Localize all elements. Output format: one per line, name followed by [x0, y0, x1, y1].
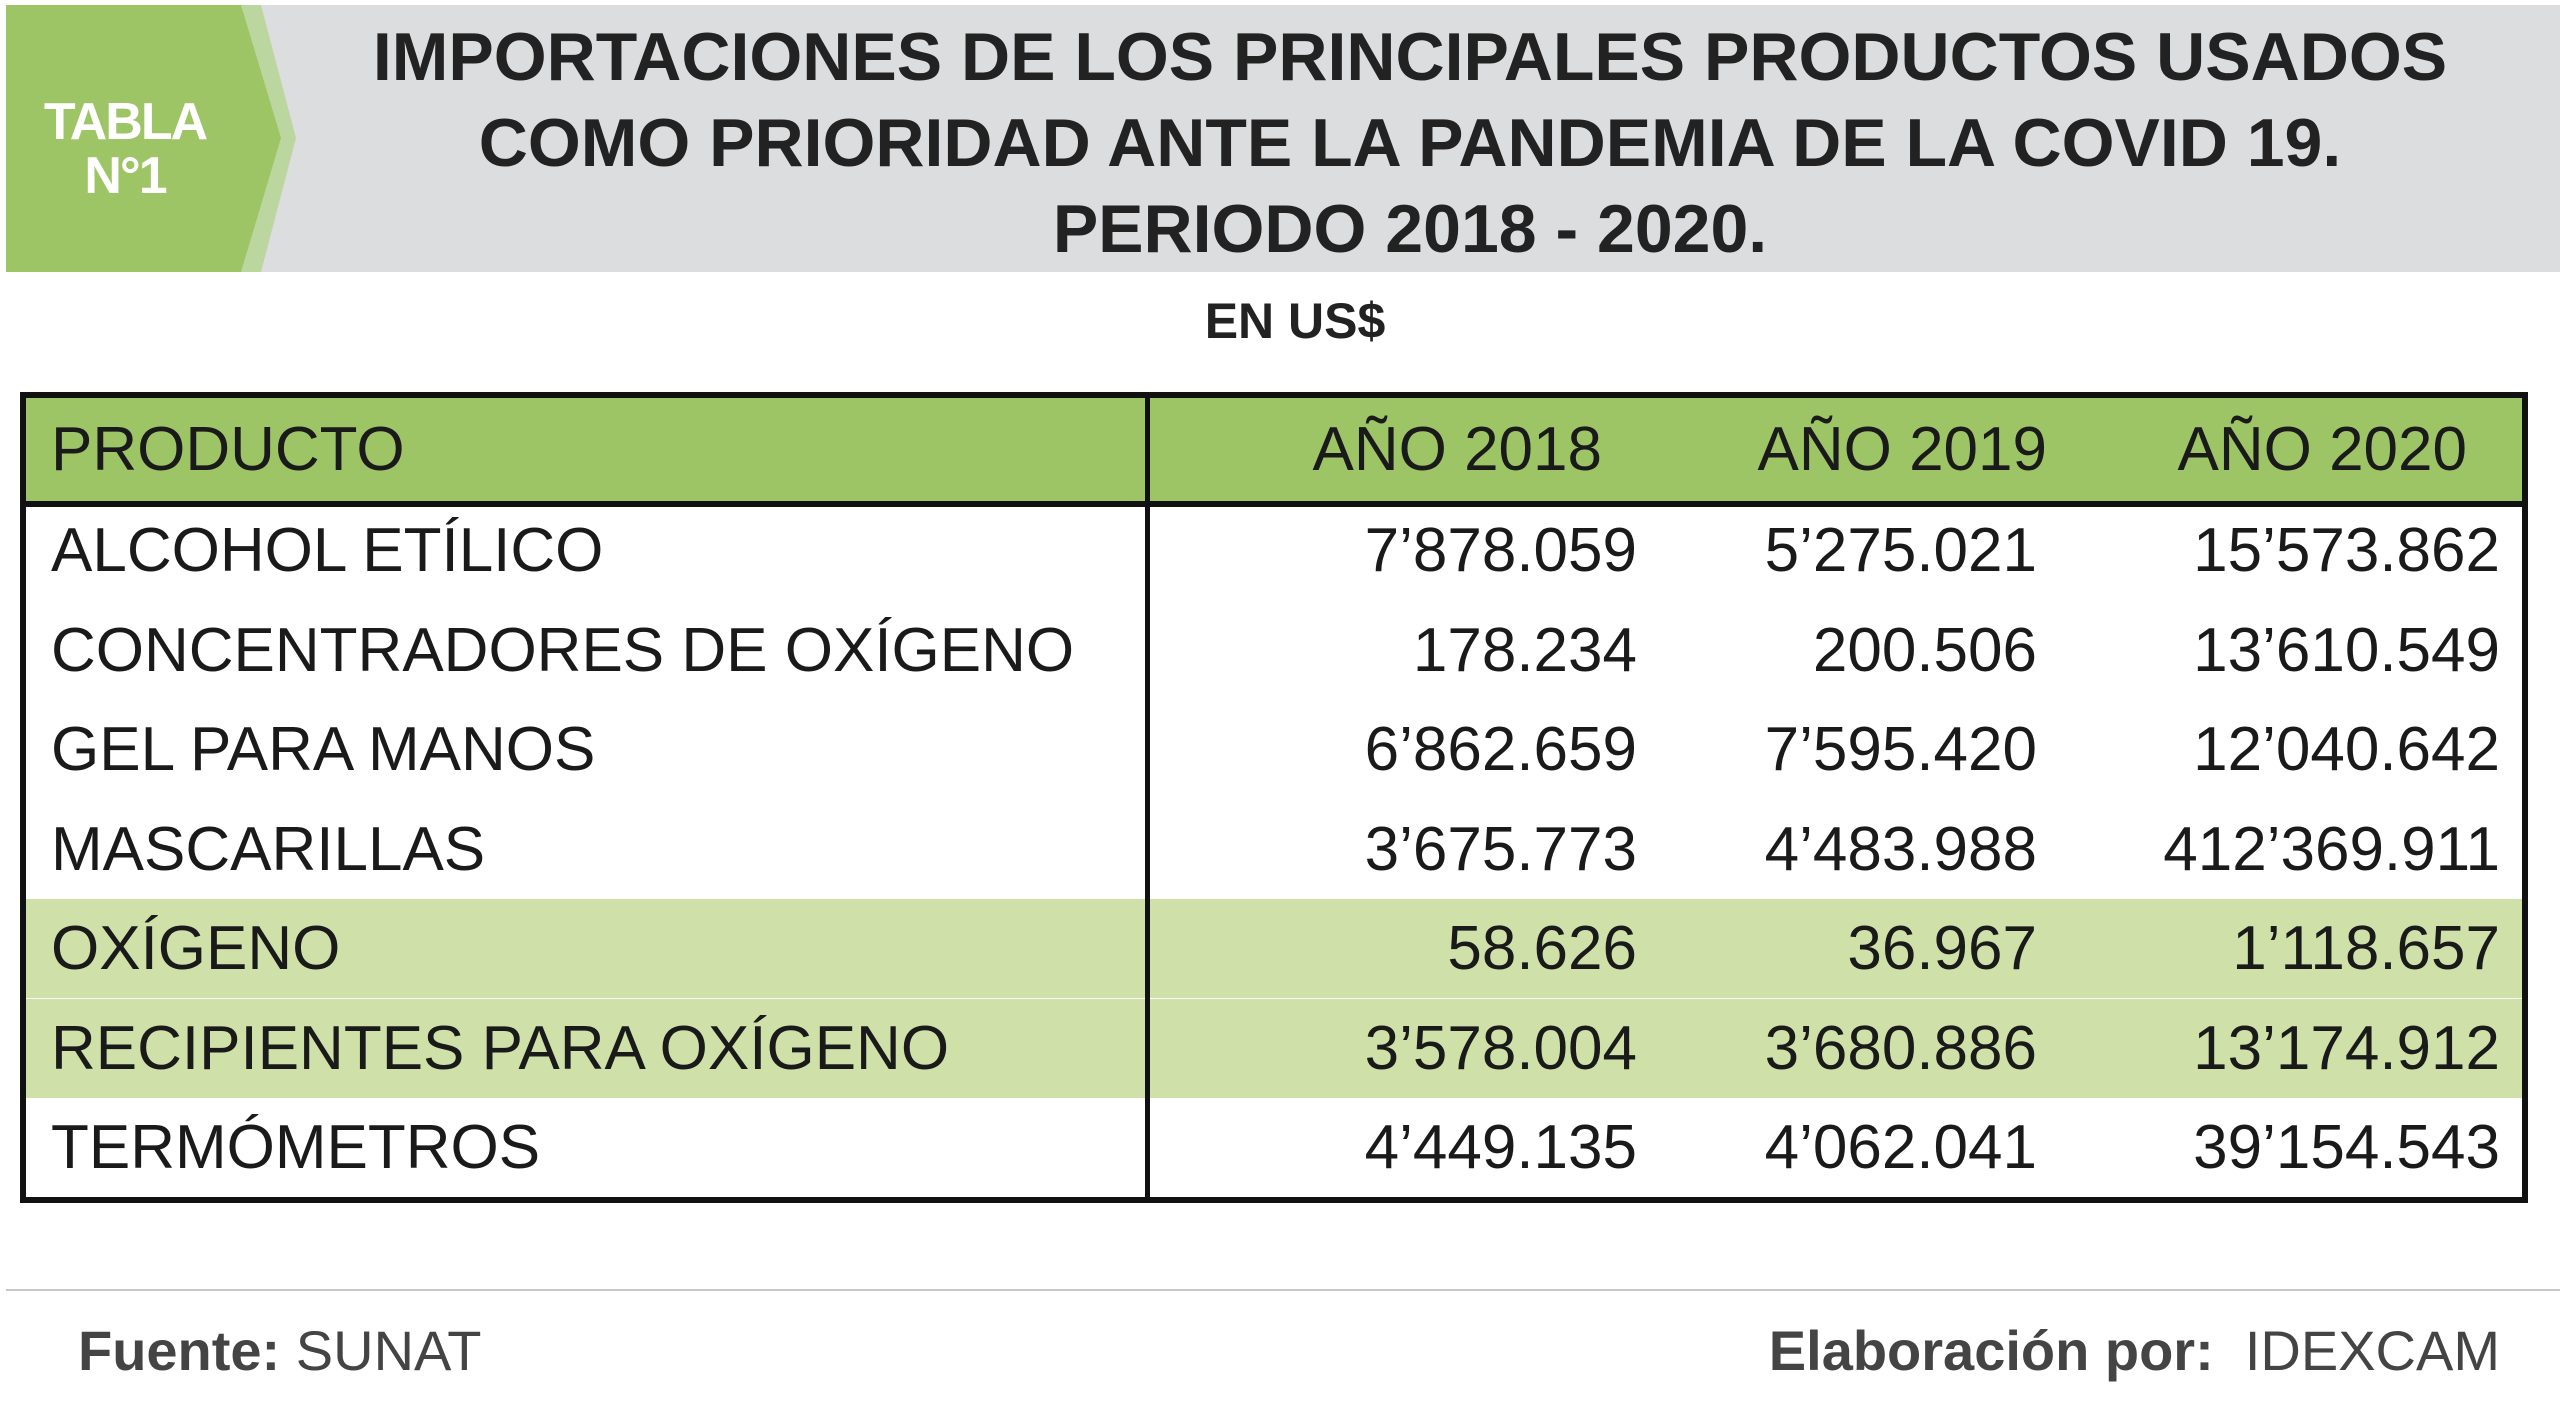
- table-row: GEL PARA MANOS 6’862.659 7’595.420 12’040.6…: [26, 700, 2522, 799]
- footer-divider: [6, 1289, 2560, 1291]
- product-cell: TERMÓMETROS: [51, 1113, 541, 1182]
- value-2020: 412’369.911: [2163, 814, 2500, 884]
- credit-value: IDEXCAM: [2244, 1319, 2500, 1382]
- column-divider: [1145, 398, 1150, 1197]
- header-2019: AÑO 2019: [1757, 415, 2047, 484]
- header-2018: AÑO 2018: [1312, 415, 1602, 484]
- header-product: PRODUCTO: [51, 415, 405, 484]
- currency-unit: EN US$: [1204, 293, 1386, 349]
- table-row: ALCOHOL ETÍLICO 7’878.059 5’275.021 15’573.…: [26, 501, 2522, 600]
- table-row: OXÍGENO 58.626 36.967 1’118.657: [26, 899, 2522, 998]
- value-2020: 1’118.657: [2232, 914, 2500, 983]
- value-2019: 5’275.021: [1764, 516, 2037, 585]
- value-2020: 12’040.642: [2193, 715, 2500, 784]
- value-2020: 13’610.549: [2193, 615, 2500, 685]
- product-cell: OXÍGENO: [51, 914, 341, 983]
- credit-label: Elaboración por:: [1768, 1319, 2214, 1382]
- product-cell: CONCENTRADORES DE OXÍGENO: [51, 615, 1075, 685]
- table-row: TERMÓMETROS 4’449.135 4’062.041 39’154.543: [26, 1098, 2522, 1197]
- title-line-2: COMO PRIORIDAD ANTE LA PANDEMIA DE LA CO…: [478, 105, 2342, 181]
- value-2018: 178.234: [1412, 615, 1637, 685]
- value-2018: 58.626: [1447, 914, 1637, 983]
- value-2019: 200.506: [1812, 615, 2037, 685]
- product-cell: GEL PARA MANOS: [51, 715, 596, 784]
- value-2020: 15’573.862: [2193, 516, 2500, 585]
- page-title: IMPORTACIONES DE LOS PRINCIPALES PRODUCT…: [300, 14, 2520, 272]
- value-2019: 4’483.988: [1764, 814, 2037, 884]
- table-row: CONCENTRADORES DE OXÍGENO 178.234 200.506 1…: [26, 601, 2522, 700]
- value-2018: 7’878.059: [1364, 516, 1637, 585]
- title-line-1: IMPORTACIONES DE LOS PRINCIPALES PRODUCT…: [372, 19, 2448, 95]
- header-2020: AÑO 2020: [2177, 415, 2467, 484]
- product-cell: MASCARILLAS: [51, 814, 486, 884]
- table-row: MASCARILLAS 3’675.773 4’483.988 412’369.911: [26, 800, 2522, 899]
- table-tag: [6, 5, 281, 272]
- table-row: RECIPIENTES PARA OXÍGENO 3’578.004 3’680.8…: [26, 998, 2522, 1098]
- source-note: Fuente: SUNAT: [78, 1318, 481, 1383]
- value-2020: 39’154.543: [2193, 1113, 2500, 1182]
- title-band: [6, 5, 2560, 272]
- credit-note: Elaboración por: IDEXCAM: [1769, 1318, 2500, 1383]
- product-cell: ALCOHOL ETÍLICO: [51, 516, 604, 585]
- value-2019: 3’680.886: [1764, 1013, 2037, 1083]
- value-2018: 6’862.659: [1364, 715, 1637, 784]
- imports-table: PRODUCTO AÑO 2018 AÑO 2019 AÑO 2020 ALCO…: [20, 392, 2528, 1203]
- title-line-3: PERIODO 2018 - 2020.: [1052, 191, 1768, 267]
- tag-line-2: N°1: [84, 147, 167, 205]
- value-2018: 3’578.004: [1364, 1013, 1637, 1083]
- source-value: SUNAT: [295, 1319, 482, 1382]
- value-2019: 7’595.420: [1764, 715, 2037, 784]
- product-cell: RECIPIENTES PARA OXÍGENO: [51, 1013, 950, 1083]
- tag-line-1: TABLA: [43, 93, 208, 151]
- value-2018: 3’675.773: [1364, 814, 1637, 884]
- value-2020: 13’174.912: [2193, 1013, 2500, 1083]
- value-2019: 4’062.041: [1764, 1113, 2037, 1182]
- table-header-row: PRODUCTO AÑO 2018 AÑO 2019 AÑO 2020: [26, 398, 2522, 507]
- value-2019: 36.967: [1847, 914, 2037, 983]
- source-label: Fuente:: [78, 1319, 281, 1382]
- value-2018: 4’449.135: [1364, 1113, 1637, 1182]
- table-number-label: TABLA N°1: [20, 95, 230, 203]
